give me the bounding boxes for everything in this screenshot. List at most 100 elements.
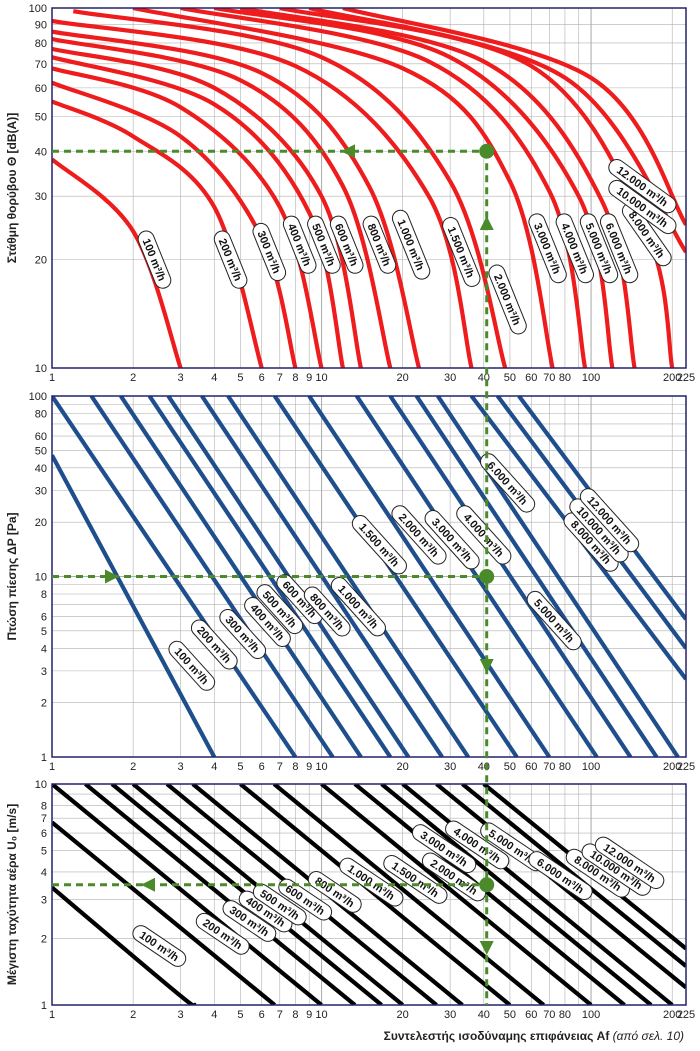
x-tick-label: 8 <box>292 372 298 384</box>
series-line-300 <box>52 80 298 368</box>
y-tick-label: 90 <box>35 19 47 31</box>
flow-label-box <box>222 900 277 942</box>
y-tick-label: 60 <box>35 431 47 443</box>
x-tick-label: 6 <box>259 372 265 384</box>
flow-label-box <box>351 515 407 575</box>
flow-label-box <box>278 878 333 921</box>
x-tick-label: 20 <box>397 372 409 384</box>
x-axis-label-main: Συντελεστής ισοδύναμης επιφάνειας Af <box>384 1029 613 1043</box>
series-line-200 <box>52 820 277 1005</box>
flow-label-box <box>303 586 351 637</box>
flow-label-box <box>219 609 267 659</box>
y-ticks-noise: 10 20 30 40 50 60 70 80 90 100 <box>29 3 47 375</box>
example-point-pressure <box>479 569 495 584</box>
flow-label-box <box>195 912 250 955</box>
x-tick-label: 9 <box>306 761 312 773</box>
x-tick-label: 40 <box>478 1009 490 1021</box>
y-tick-label: 80 <box>35 408 47 420</box>
y-tick-label: 30 <box>35 485 47 497</box>
x-tick-label: 4 <box>211 1009 217 1021</box>
x-tick-label: 70 <box>543 1009 555 1021</box>
y-tick-label: 70 <box>35 59 47 71</box>
flow-label-box <box>488 264 527 335</box>
x-tick-label: 20 <box>397 761 409 773</box>
y-tick-label: 6 <box>41 612 47 624</box>
flow-label-box <box>330 577 386 637</box>
x-tick-label: 5 <box>237 372 243 384</box>
example-arrow-up-noise <box>479 216 494 230</box>
y-tick-label: 4 <box>41 643 47 655</box>
flow-label-box <box>411 824 477 874</box>
y-tick-label: 30 <box>35 191 47 203</box>
flow-label-text: 1.500 m³/h <box>356 521 401 569</box>
flow-label-2000: 2.000 m³/h <box>488 264 527 335</box>
series-line-6000 <box>401 784 674 1005</box>
y-tick-label: 20 <box>35 517 47 529</box>
x-axis-label: Συντελεστής ισοδύναμης επιφάνειας Af (απ… <box>384 1029 684 1043</box>
example-arrow-left-noise <box>341 144 355 159</box>
flow-label-box <box>339 857 404 907</box>
series-line-5000 <box>414 396 659 757</box>
y-tick-label: 1 <box>41 1000 47 1012</box>
series-line-200 <box>52 99 264 368</box>
series-line-1500 <box>272 396 519 757</box>
flow-label-box <box>528 213 567 284</box>
x-tick-label: 10 <box>315 761 327 773</box>
x-tick-label: 225 <box>677 1009 695 1021</box>
y-tick-label: 3 <box>41 666 47 678</box>
x-tick-label: 5 <box>237 1009 243 1021</box>
x-tick-label: 3 <box>178 761 184 773</box>
series-line-800 <box>52 36 393 368</box>
series-line-4000 <box>180 8 588 368</box>
y-tick-label: 100 <box>29 391 47 403</box>
x-tick-label: 6 <box>259 761 265 773</box>
series-line-300 <box>52 784 323 1005</box>
x-tick-label: 60 <box>525 372 537 384</box>
flow-label-box <box>579 488 640 553</box>
x-tick-label: 50 <box>504 761 516 773</box>
example-point-velocity <box>479 877 495 893</box>
x-tick-label: 30 <box>444 761 456 773</box>
series-line-6000 <box>436 396 680 757</box>
y-ticks-velocity: 1 2 3 4 5 6 78 10 <box>35 779 47 1012</box>
flow-label-box <box>256 584 304 635</box>
flow-label-box <box>424 510 480 570</box>
flow-label-box <box>213 230 248 289</box>
x-tick-label: 20 <box>397 1009 409 1021</box>
x-tick-label: 4 <box>211 372 217 384</box>
flow-label-box <box>480 453 536 513</box>
x-tick-label: 2 <box>130 761 136 773</box>
y-tick-label: 8 <box>41 589 47 601</box>
series-line-2000 <box>272 784 546 1005</box>
series-line-400 <box>119 396 363 757</box>
x-tick-label: 4 <box>211 761 217 773</box>
x-tick-label: 80 <box>559 1009 571 1021</box>
example-arrow-down-pressure <box>479 659 494 673</box>
series-line-500 <box>52 55 345 368</box>
series-line-6000 <box>239 8 637 368</box>
x-tick-label: 100 <box>582 372 600 384</box>
flow-label-box <box>599 213 639 284</box>
x-tick-label: 8 <box>292 1009 298 1021</box>
y-axis-label-noise: Στάθμη θορύβου Θ [dB(A)] <box>5 113 19 263</box>
series-line-4000 <box>353 784 626 1005</box>
series-line-100 <box>52 157 183 368</box>
flow-label-box <box>442 217 481 287</box>
y-tick-label: 60 <box>35 83 47 95</box>
x-axis-label-note: (από σελ. 10) <box>613 1029 684 1043</box>
flow-label-box <box>383 854 448 904</box>
x-tick-label: 7 <box>277 761 283 773</box>
series-line-4000 <box>388 396 633 757</box>
x-tick-label: 50 <box>504 372 516 384</box>
series-line-3000 <box>132 8 555 368</box>
flow-label-box <box>362 215 397 274</box>
flow-label-box <box>244 597 291 647</box>
y-tick-label: 50 <box>35 111 47 123</box>
series-line-3000 <box>320 784 593 1005</box>
x-tick-label: 10 <box>315 1009 327 1021</box>
series-line-100 <box>52 454 217 757</box>
x-tick-label: 70 <box>543 761 555 773</box>
